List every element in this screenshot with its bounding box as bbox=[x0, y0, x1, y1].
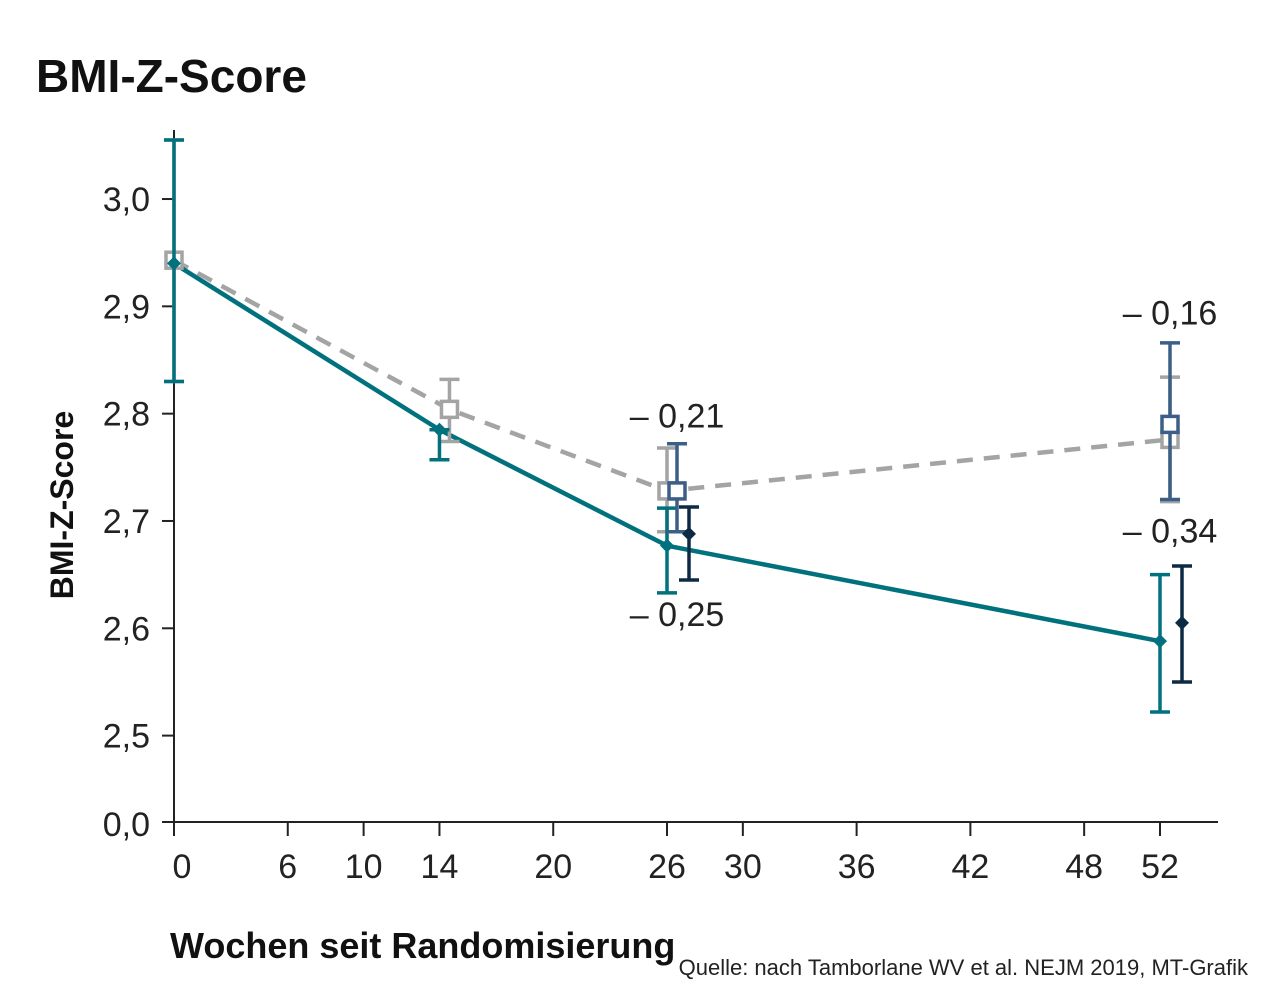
x-tick-label: 36 bbox=[838, 848, 876, 886]
x-axis-label: Wochen seit Randomisierung bbox=[170, 925, 675, 966]
source-note: Quelle: nach Tamborlane WV et al. NEJM 2… bbox=[679, 955, 1249, 980]
y-tick-label: 2,7 bbox=[103, 503, 150, 541]
data-label: – 0,34 bbox=[1123, 512, 1218, 550]
data-point bbox=[167, 256, 181, 271]
y-tick-label: 3,0 bbox=[103, 181, 150, 219]
data-label: – 0,21 bbox=[630, 398, 725, 436]
data-label: – 0,25 bbox=[630, 596, 725, 634]
data-point bbox=[1160, 414, 1180, 435]
chart-marks bbox=[164, 138, 1192, 714]
series-line bbox=[172, 258, 1171, 494]
y-tick-label: 0,0 bbox=[103, 806, 150, 844]
data-point bbox=[660, 538, 674, 553]
x-tick-label: 52 bbox=[1141, 848, 1179, 886]
series-line bbox=[172, 261, 1161, 644]
x-tick-label: 14 bbox=[421, 848, 459, 886]
y-tick-label: 2,8 bbox=[103, 396, 150, 434]
x-tick-label: 10 bbox=[345, 848, 383, 886]
axes: 2,5 2,6 2,7 2,8 2,9 3,0 0,0 0 6 10 14 20 26 30 36 42 48 5… bbox=[103, 130, 1218, 886]
data-point bbox=[1175, 615, 1189, 630]
data-point bbox=[667, 481, 687, 501]
chart-title: BMI-Z-Score bbox=[36, 50, 307, 102]
x-tick-label: 6 bbox=[278, 848, 297, 886]
data-point bbox=[432, 422, 447, 437]
x-tick-label: 26 bbox=[648, 848, 686, 886]
x-tick-label: 42 bbox=[951, 848, 989, 886]
y-axis-label: BMI-Z-Score bbox=[44, 411, 80, 599]
data-label: – 0,16 bbox=[1123, 295, 1218, 333]
y-tick-label: 2,5 bbox=[103, 718, 150, 756]
data-point bbox=[1153, 634, 1167, 649]
x-tick-label: 30 bbox=[724, 848, 762, 886]
data-point bbox=[682, 526, 696, 541]
x-tick-label: 48 bbox=[1065, 848, 1103, 886]
y-tick-label: 2,6 bbox=[103, 610, 150, 648]
annotations: – 0,21 – 0,25 – 0,16 – 0,34 bbox=[630, 295, 1218, 635]
data-point bbox=[439, 399, 460, 420]
x-tick-label: 20 bbox=[534, 848, 572, 886]
x-tick-label: 0 bbox=[173, 848, 192, 886]
y-tick-label: 2,9 bbox=[103, 288, 150, 326]
